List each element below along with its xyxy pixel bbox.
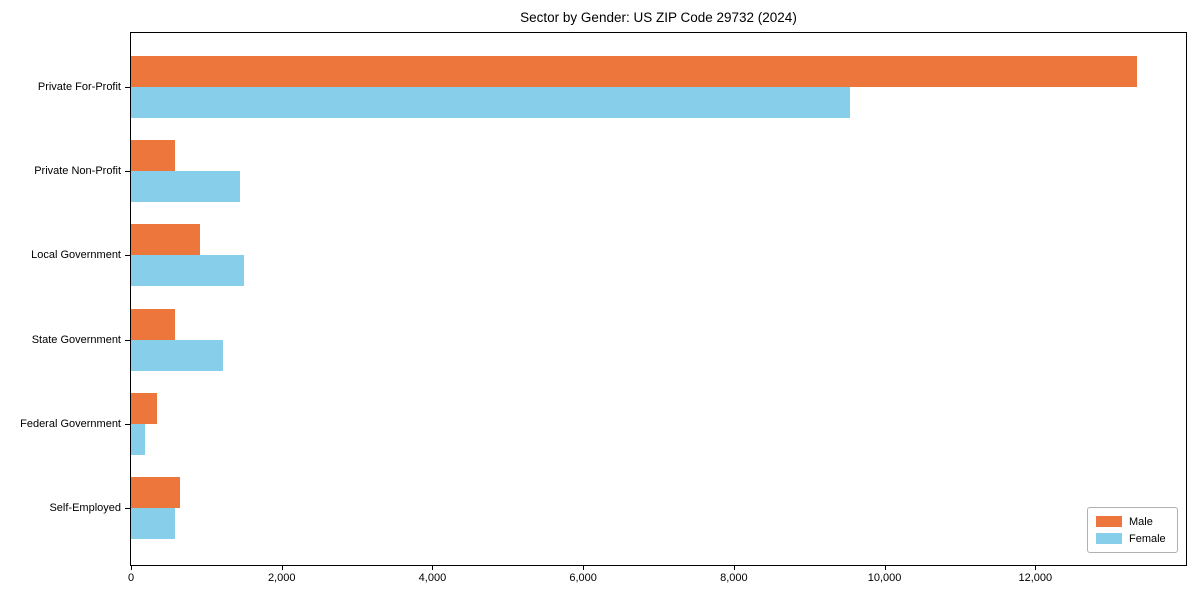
y-axis-ticks [125,33,130,565]
y-tick-mark [125,255,130,257]
bar-male-2 [131,224,200,256]
legend-row-male: Male [1096,513,1169,530]
x-tick-mark [733,565,735,570]
x-tick-label: 12,000 [1018,572,1053,584]
bar-female-0 [131,87,850,118]
x-tick-mark [583,565,585,570]
chart-title: Sector by Gender: US ZIP Code 29732 (202… [520,10,797,25]
y-tick-mark [125,87,130,88]
x-tick-mark [432,565,434,570]
y-tick-mark [125,171,130,173]
legend-label-female: Female [1129,532,1166,545]
y-axis-labels: Private For-Profit Private Non-Profit Loca… [0,33,121,565]
category-label: Self-Employed [49,502,121,514]
plot-inner [131,33,1186,565]
bar-female-1 [131,171,240,203]
legend-swatch-female [1096,533,1122,544]
bar-male-4 [131,392,157,424]
legend-swatch-male [1096,516,1122,527]
bar-male-0 [131,56,1138,87]
legend-label-male: Male [1129,515,1153,528]
category-label: Federal Government [20,417,121,430]
bar-female-4 [131,423,145,455]
category-label: Private Non-Profit [34,165,121,178]
y-tick-mark [125,508,130,509]
bar-male-5 [131,477,181,508]
category-label: State Government [31,333,121,346]
x-tick-mark [1035,565,1037,570]
category-label: Local Government [31,249,121,262]
x-tick-mark [131,565,132,570]
bar-female-2 [131,255,245,287]
x-tick-label: 0 [127,572,135,584]
legend-row-female: Female [1096,530,1169,547]
category-label: Private For-Profit [37,81,121,93]
bar-male-3 [131,308,176,340]
x-tick-mark [884,565,886,570]
x-tick-label: 10,000 [867,572,902,584]
plot-area [130,32,1187,566]
x-tick-label: 6,000 [569,572,597,584]
y-tick-mark [125,339,130,341]
legend: Male Female [1087,507,1178,553]
x-tick-label: 8,000 [720,572,748,584]
y-tick-mark [125,423,130,425]
x-tick-mark [281,565,283,570]
bar-female-3 [131,339,223,371]
bar-female-5 [131,508,175,539]
bar-male-1 [131,140,176,172]
x-axis-ticks: 0 2,000 4,000 6,000 8,000 10,000 12,000 [127,565,1186,591]
x-tick-label: 2,000 [267,572,296,584]
x-tick-label: 4,000 [418,572,447,584]
